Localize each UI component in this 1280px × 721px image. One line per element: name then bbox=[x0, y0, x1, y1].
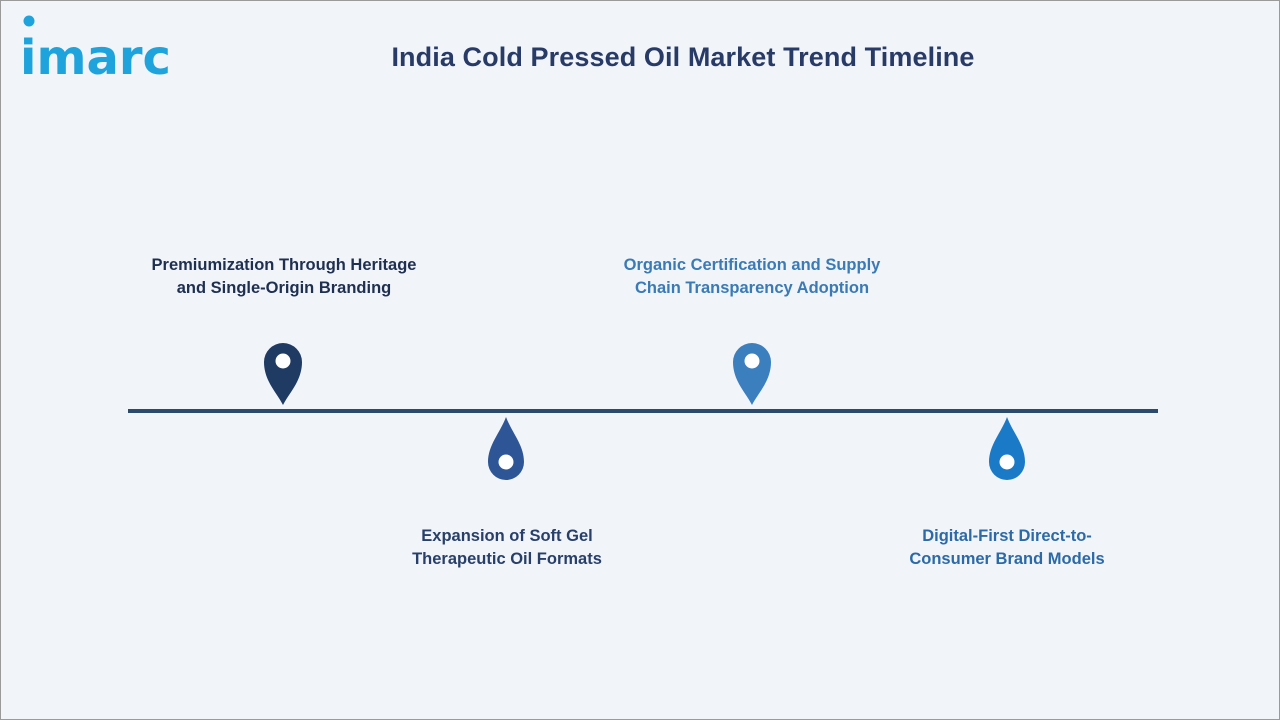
label-line: Digital-First Direct-to- bbox=[922, 527, 1092, 545]
label-line: Organic Certification and Supply bbox=[623, 256, 881, 274]
marker-hole bbox=[498, 454, 514, 470]
logo-dot bbox=[23, 15, 35, 27]
map-pin-icon bbox=[733, 343, 771, 405]
timeline-label-1: Premiumization Through Heritage and Sing… bbox=[124, 254, 444, 300]
timeline-label-2: Expansion of Soft Gel Therapeutic Oil Fo… bbox=[347, 525, 667, 571]
marker-hole bbox=[999, 454, 1015, 470]
map-pin-icon bbox=[264, 343, 302, 405]
timeline-label-3: Organic Certification and Supply Chain T… bbox=[592, 254, 912, 300]
marker-hole bbox=[275, 353, 291, 369]
label-line: Consumer Brand Models bbox=[909, 550, 1105, 568]
drop-icon bbox=[488, 417, 524, 480]
imarc-logo: imarc bbox=[21, 15, 171, 83]
label-line: Therapeutic Oil Formats bbox=[412, 550, 602, 568]
timeline-marker-4 bbox=[989, 417, 1025, 480]
timeline-marker-2 bbox=[488, 417, 524, 480]
label-line: Chain Transparency Adoption bbox=[634, 279, 870, 297]
page-title: India Cold Pressed Oil Market Trend Time… bbox=[391, 42, 975, 72]
label-line: Premiumization Through Heritage bbox=[151, 256, 417, 274]
timeline-marker-3 bbox=[733, 343, 771, 405]
drop-icon bbox=[989, 417, 1025, 480]
timeline-marker-1 bbox=[264, 343, 302, 405]
marker-hole bbox=[744, 353, 760, 369]
label-line: Expansion of Soft Gel bbox=[421, 527, 593, 545]
logo-text: imarc bbox=[21, 30, 171, 83]
timeline-label-4: Digital-First Direct-to- Consumer Brand … bbox=[847, 525, 1167, 571]
label-line: and Single-Origin Branding bbox=[176, 279, 392, 297]
